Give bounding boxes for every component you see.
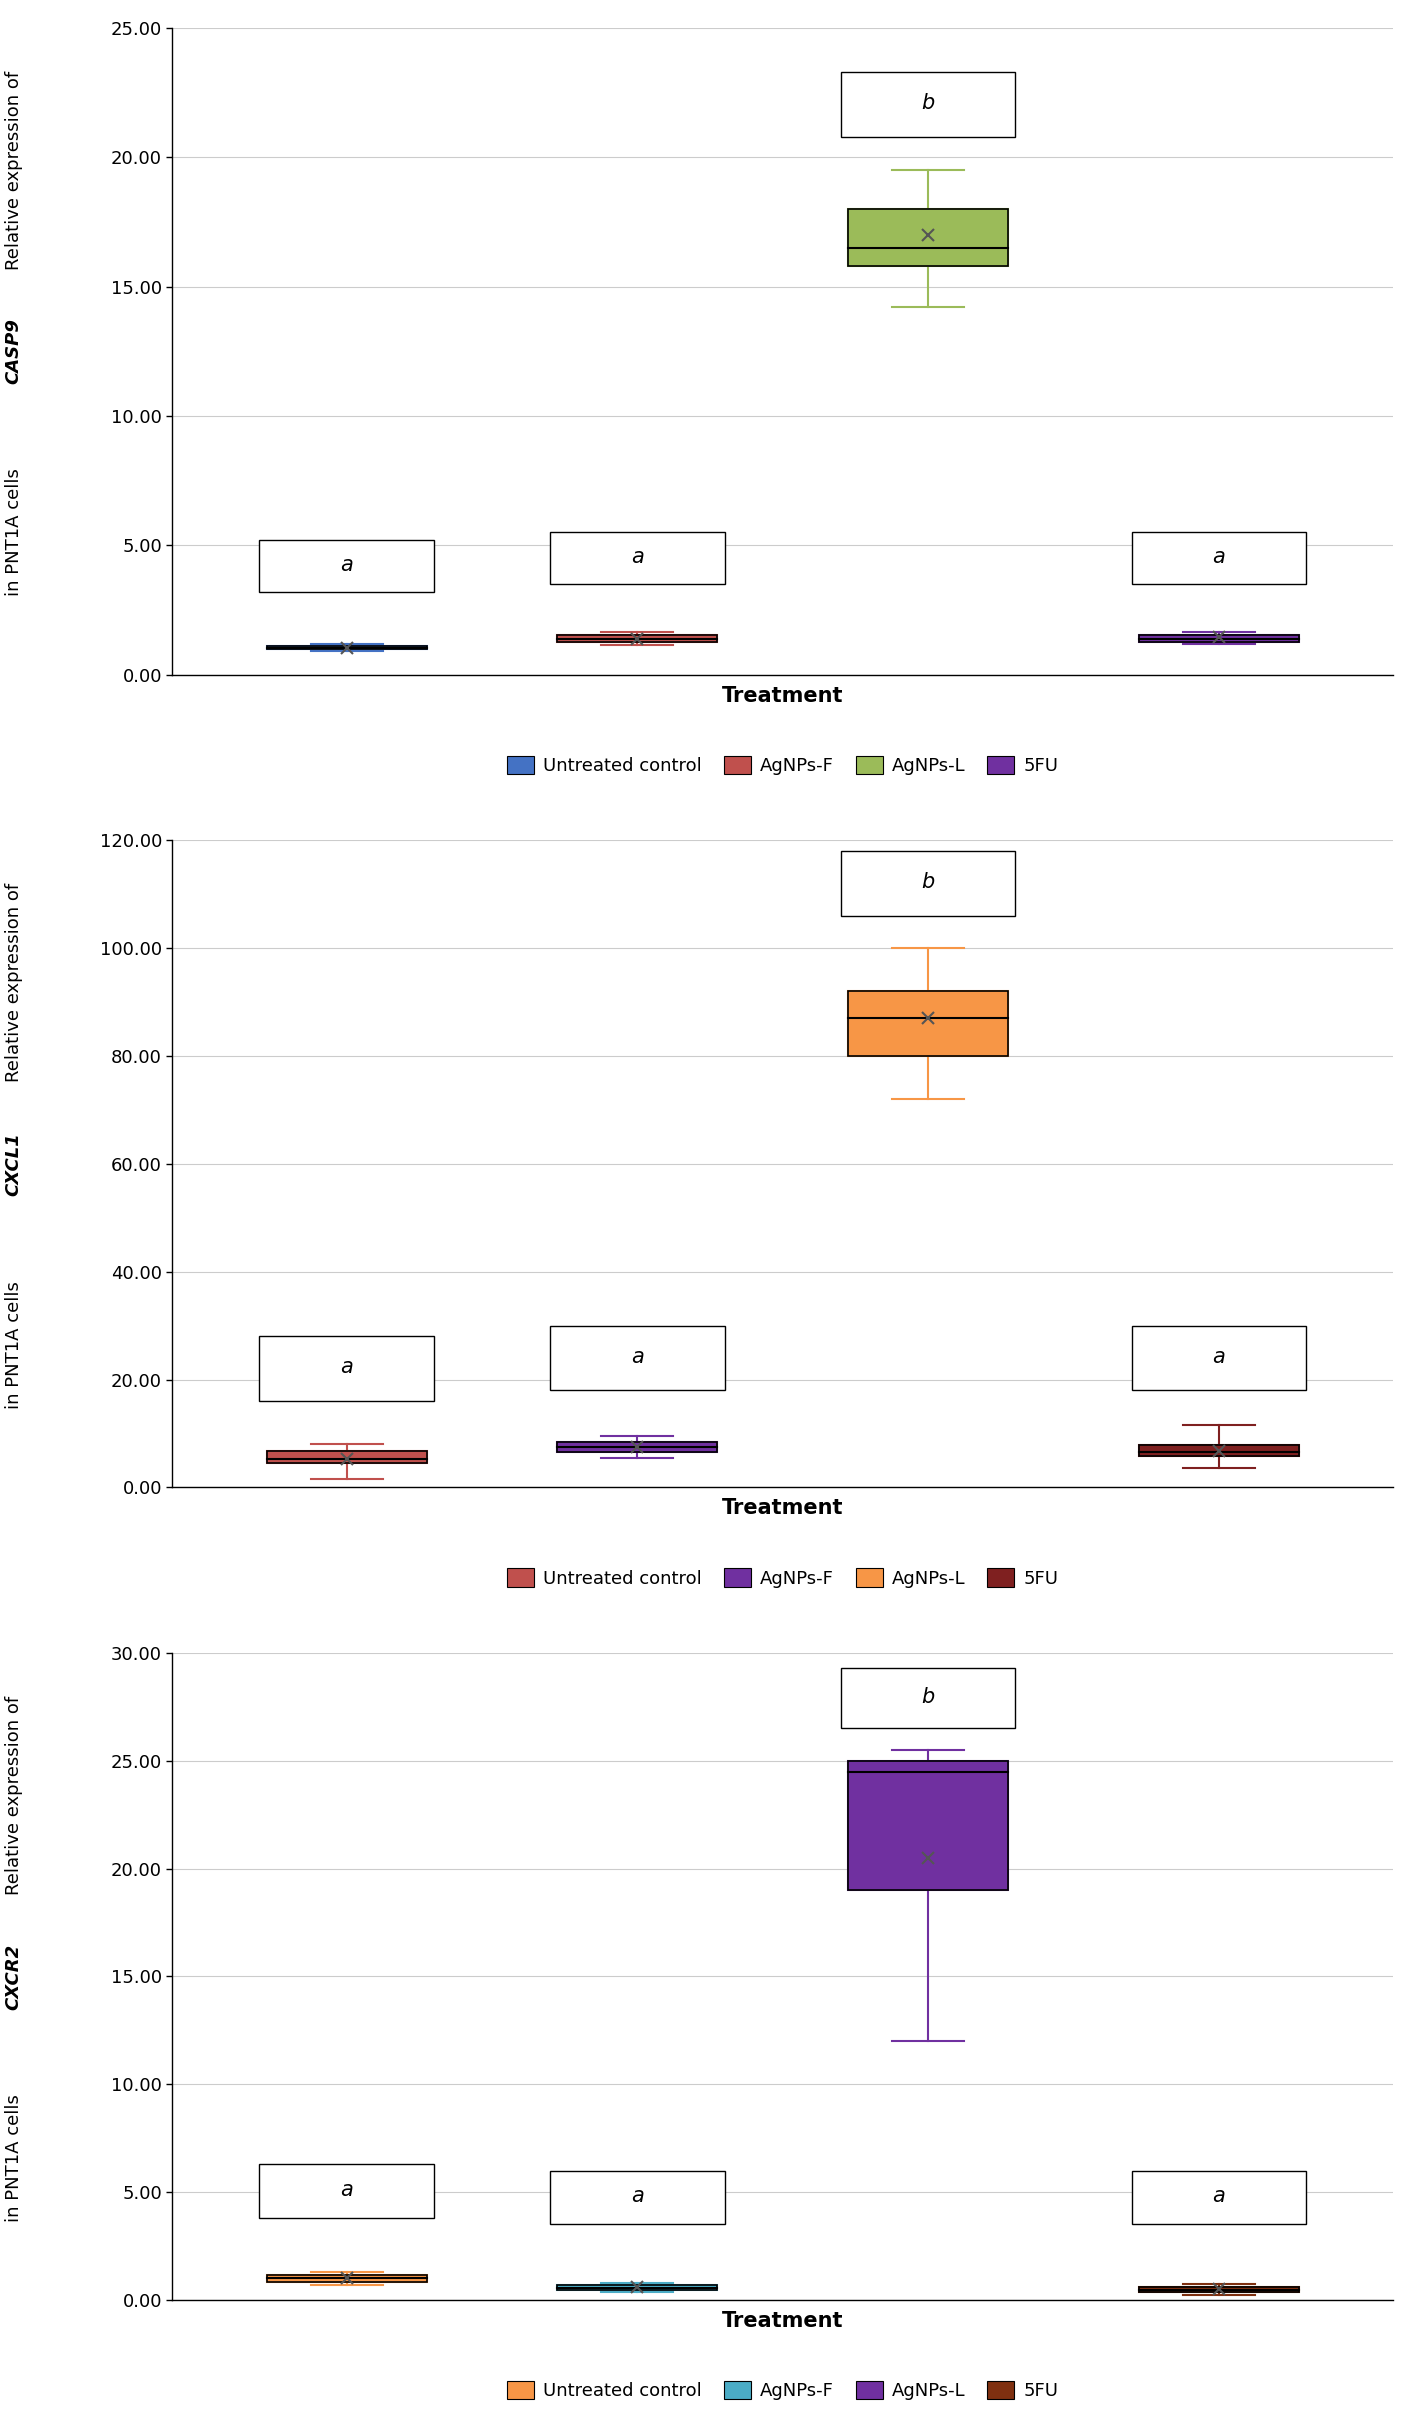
Bar	[267, 1451, 427, 1463]
Text: in PNT1A cells: in PNT1A cells	[4, 2094, 23, 2222]
Bar	[1138, 2287, 1298, 2292]
Bar	[550, 1326, 724, 1391]
Bar	[260, 2164, 434, 2217]
Text: a: a	[1212, 547, 1225, 566]
Legend: Untreated control, AgNPs-F, AgNPs-L, 5FU: Untreated control, AgNPs-F, AgNPs-L, 5FU	[501, 750, 1065, 783]
Text: in PNT1A cells: in PNT1A cells	[4, 468, 23, 595]
Bar	[1131, 2171, 1307, 2224]
Bar	[1138, 1446, 1298, 1456]
Bar	[550, 533, 724, 583]
Legend: Untreated control, AgNPs-F, AgNPs-L, 5FU: Untreated control, AgNPs-F, AgNPs-L, 5FU	[501, 2374, 1065, 2408]
Bar	[1138, 636, 1298, 641]
Text: Relative expression of: Relative expression of	[4, 1697, 23, 1894]
Bar	[841, 72, 1015, 137]
Bar	[267, 1451, 427, 1463]
Text: a: a	[631, 1347, 643, 1366]
Text: a: a	[631, 547, 643, 566]
Text: a: a	[1212, 1347, 1225, 1366]
Bar	[848, 210, 1008, 265]
Bar	[557, 1441, 717, 1453]
Bar	[841, 1668, 1015, 1728]
Legend: Untreated control, AgNPs-F, AgNPs-L, 5FU: Untreated control, AgNPs-F, AgNPs-L, 5FU	[501, 1562, 1065, 1595]
Text: CASP9: CASP9	[4, 318, 23, 383]
Bar	[260, 1338, 434, 1400]
X-axis label: Treatment: Treatment	[723, 687, 844, 706]
Bar	[550, 2171, 724, 2224]
Bar	[267, 646, 427, 648]
Bar	[557, 1441, 717, 1453]
Bar	[1131, 1326, 1307, 1391]
Text: CXCL1: CXCL1	[4, 1133, 23, 1195]
Text: a: a	[341, 1357, 354, 1379]
Bar	[260, 540, 434, 593]
Bar	[1138, 2287, 1298, 2292]
Text: in PNT1A cells: in PNT1A cells	[4, 1282, 23, 1410]
Bar	[557, 636, 717, 641]
Text: b: b	[922, 94, 935, 113]
Bar	[557, 2285, 717, 2290]
Text: b: b	[922, 872, 935, 892]
X-axis label: Treatment: Treatment	[723, 1499, 844, 1518]
Text: a: a	[341, 554, 354, 576]
Bar	[557, 2285, 717, 2290]
Text: Relative expression of: Relative expression of	[4, 882, 23, 1082]
Text: a: a	[341, 2181, 354, 2200]
Bar	[557, 636, 717, 641]
Bar	[841, 851, 1015, 916]
Bar	[267, 646, 427, 648]
Text: Relative expression of: Relative expression of	[4, 70, 23, 270]
Bar	[1138, 636, 1298, 641]
Bar	[848, 991, 1008, 1056]
X-axis label: Treatment: Treatment	[723, 2311, 844, 2330]
Text: b: b	[922, 1687, 935, 1706]
Text: a: a	[1212, 2186, 1225, 2208]
Bar	[1131, 533, 1307, 583]
Bar	[848, 1762, 1008, 1889]
Text: CXCR2: CXCR2	[4, 1942, 23, 2010]
Bar	[267, 2275, 427, 2282]
Bar	[848, 991, 1008, 1056]
Bar	[267, 2275, 427, 2282]
Bar	[1138, 1446, 1298, 1456]
Bar	[848, 210, 1008, 265]
Bar	[848, 1762, 1008, 1889]
Text: a: a	[631, 2186, 643, 2208]
